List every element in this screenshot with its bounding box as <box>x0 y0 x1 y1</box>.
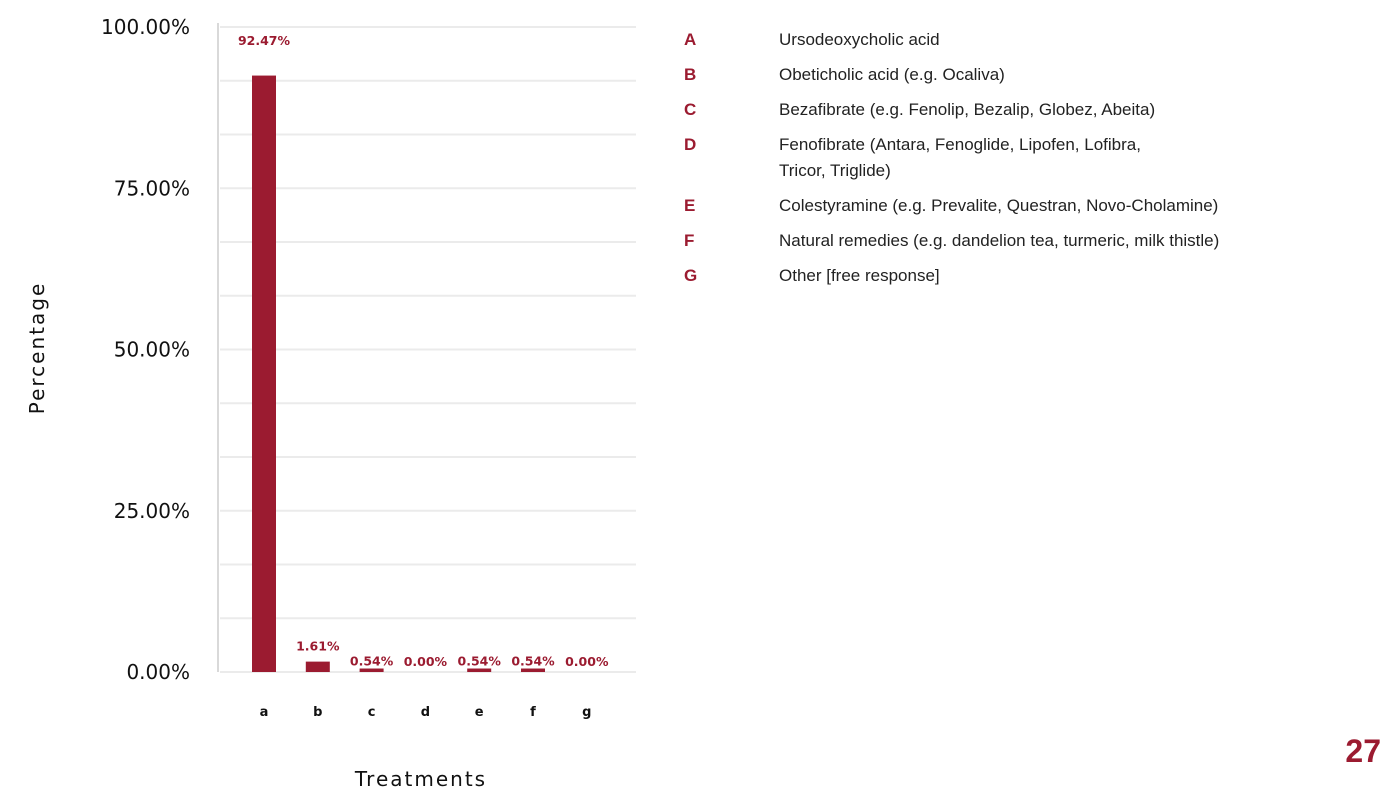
y-tick-label: 25.00% <box>114 499 190 523</box>
y-tick-label: 75.00% <box>114 176 190 200</box>
x-tick-label: b <box>313 705 322 720</box>
bar-f <box>521 668 545 672</box>
legend-letter: A <box>684 30 697 49</box>
bar-a <box>252 75 276 673</box>
y-axis-title: Percentage <box>25 282 49 415</box>
data-label: 1.61% <box>296 639 340 654</box>
x-tick-label: a <box>260 705 269 720</box>
bar-b <box>305 661 330 672</box>
legend: A Ursodeoxycholic acid B Obeticholic aci… <box>684 27 1384 298</box>
legend-text: Natural remedies (e.g. dandelion tea, tu… <box>779 231 1220 250</box>
x-tick-label: e <box>475 705 484 720</box>
legend-text: Colestyramine (e.g. Prevalite, Questran,… <box>779 196 1219 215</box>
y-tick-label: 50.00% <box>114 338 190 362</box>
page-number: 27 <box>1345 733 1381 769</box>
data-label: 0.54% <box>458 654 502 669</box>
legend-item-a: A Ursodeoxycholic acid <box>684 27 1384 53</box>
data-label: 0.00% <box>404 654 448 669</box>
legend-letter: F <box>684 231 695 250</box>
legend-item-d: D Fenofibrate (Antara, Fenoglide, Lipofe… <box>684 132 1384 184</box>
legend-item-f: F Natural remedies (e.g. dandelion tea, … <box>684 228 1384 254</box>
data-label: 0.54% <box>350 654 394 669</box>
legend-letter: D <box>684 135 697 154</box>
legend-text: Bezafibrate (e.g. Fenolip, Bezalip, Glob… <box>779 100 1156 119</box>
legend-text: Obeticholic acid (e.g. Ocaliva) <box>779 65 1005 84</box>
x-tick-label: d <box>421 705 430 720</box>
y-tick-label: 0.00% <box>126 660 190 684</box>
legend-item-b: B Obeticholic acid (e.g. Ocaliva) <box>684 62 1384 88</box>
x-tick-label: c <box>368 705 376 720</box>
legend-letter: E <box>684 196 696 215</box>
bar-e <box>467 668 492 672</box>
legend-letter: G <box>684 266 698 285</box>
legend-text: Fenofibrate (Antara, Fenoglide, Lipofen,… <box>779 135 1141 180</box>
data-label: 92.47% <box>238 33 291 48</box>
legend-letter: B <box>684 65 697 84</box>
x-tick-label: f <box>530 705 536 720</box>
legend-item-c: C Bezafibrate (e.g. Fenolip, Bezalip, Gl… <box>684 97 1384 123</box>
data-label: 0.00% <box>565 654 609 669</box>
y-tick-label: 100.00% <box>101 15 190 39</box>
x-tick-label: g <box>582 705 591 720</box>
bar-c <box>359 668 384 672</box>
x-axis-title: Treatments <box>354 767 487 791</box>
data-label: 0.54% <box>511 654 555 669</box>
bar-chart: 0.00% 25.00% 50.00% 75.00% 100.00% 92.47% a 1.6… <box>25 15 636 791</box>
legend-item-g: G Other [free response] <box>684 263 1384 289</box>
legend-text: Other [free response] <box>779 266 940 285</box>
legend-item-e: E Colestyramine (e.g. Prevalite, Questra… <box>684 193 1384 219</box>
legend-text: Ursodeoxycholic acid <box>779 30 940 49</box>
legend-letter: C <box>684 100 697 119</box>
